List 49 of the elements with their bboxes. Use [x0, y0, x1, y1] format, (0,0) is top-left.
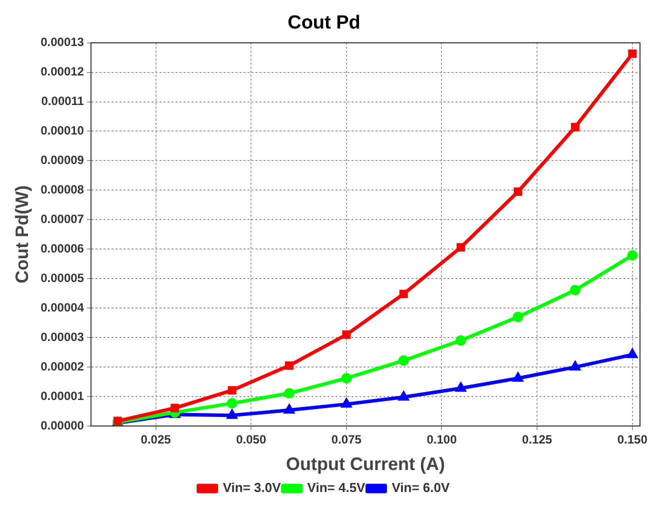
point: [284, 404, 294, 414]
point: [284, 388, 294, 399]
point: [570, 362, 580, 371]
x-tick-label: 0.050: [236, 432, 266, 447]
point: [398, 392, 408, 401]
point: [570, 284, 580, 296]
point: [341, 373, 352, 384]
y-axis-title: Cout Pd(W): [12, 185, 32, 284]
y-tick-label: 0.00012: [40, 64, 84, 79]
x-tick-label: 0.150: [617, 432, 648, 447]
y-tick-label: 0.00013: [40, 35, 84, 50]
legend-label: Vin= 6.0V: [392, 480, 450, 496]
y-tick-label: 0.00010: [40, 124, 84, 138]
y-tick-label: 0.00007: [40, 212, 84, 226]
point: [512, 312, 524, 322]
point: [342, 398, 352, 408]
y-tick-label: 0.00004: [40, 300, 84, 314]
y-tick-label: 0.00006: [40, 241, 84, 256]
x-tick-label: 0.075: [331, 432, 362, 447]
point: [285, 361, 294, 370]
point: [170, 404, 180, 412]
x-tick-label: 0.025: [140, 432, 172, 447]
point: [627, 250, 638, 261]
point: [628, 49, 637, 58]
point: [227, 410, 237, 419]
point: [514, 187, 522, 196]
point: [342, 330, 351, 339]
y-tick-label: 0.00011: [41, 94, 84, 108]
point: [226, 398, 238, 409]
legend-label: Vin= 4.5V: [307, 480, 366, 496]
y-tick-label: 0.00008: [40, 182, 84, 196]
y-tick-label: 0.00005: [40, 270, 84, 285]
point: [628, 349, 638, 358]
legend-label: Vin= 3.0V: [222, 480, 282, 496]
point: [456, 243, 466, 252]
x-tick-label: 0.125: [522, 432, 552, 447]
y-tick-label: 0.00009: [40, 153, 84, 168]
point: [570, 122, 580, 132]
x-tick-label: 0.100: [426, 432, 458, 447]
y-tick-label: 0.00003: [40, 330, 84, 344]
point: [399, 290, 408, 298]
y-tick-label: 0.00000: [40, 418, 84, 432]
point: [456, 335, 466, 346]
x-axis-title: Output Current (A): [286, 454, 445, 474]
chart-title: Cout Pd: [288, 12, 360, 34]
y-tick-label: 0.00001: [40, 388, 84, 403]
point: [398, 355, 409, 366]
y-tick-label: 0.00002: [40, 359, 84, 374]
point: [228, 386, 236, 395]
